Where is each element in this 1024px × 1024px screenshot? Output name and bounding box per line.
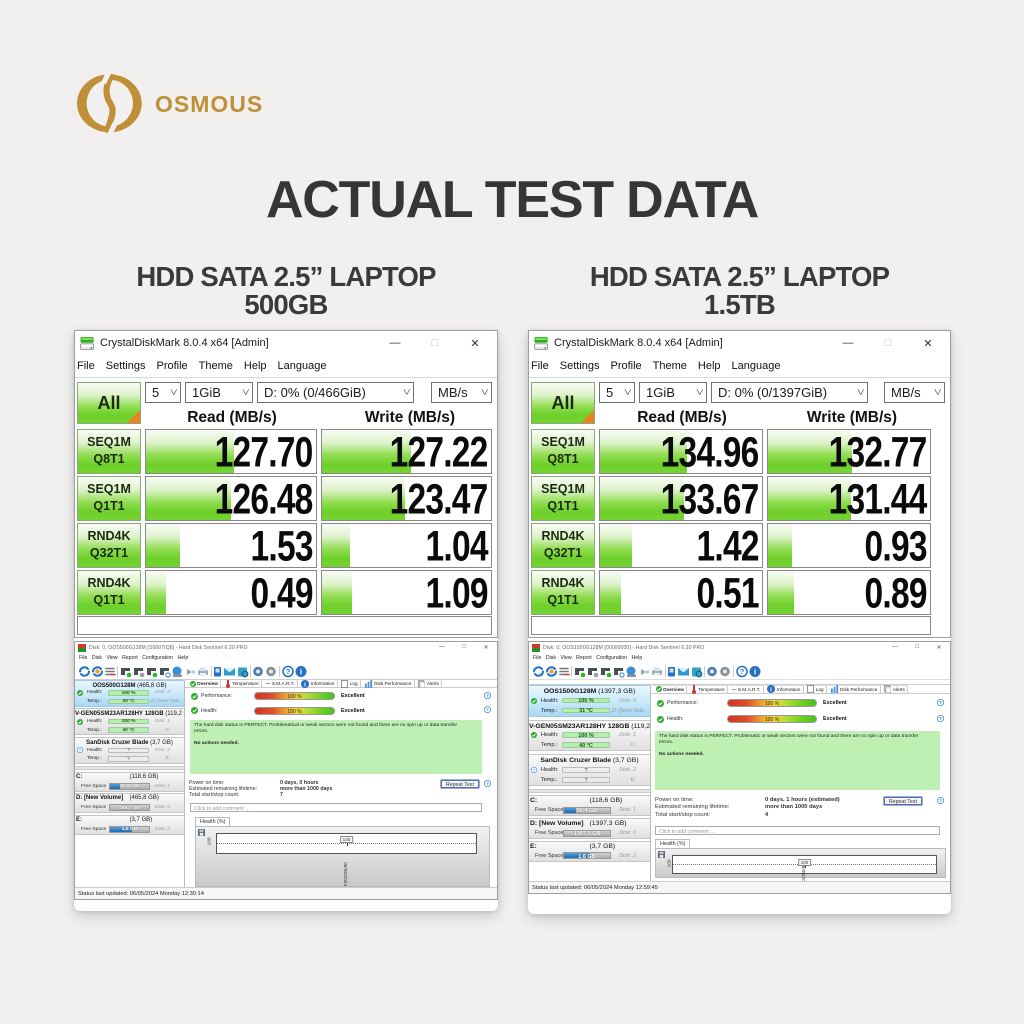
svg-text:i: i xyxy=(754,667,756,676)
svg-text:?: ? xyxy=(939,700,942,705)
svg-text:?: ? xyxy=(486,707,489,712)
svg-text:?: ? xyxy=(486,693,489,698)
svg-text:?: ? xyxy=(939,716,942,721)
svg-text:?: ? xyxy=(286,667,291,676)
svg-text:?: ? xyxy=(486,781,489,786)
svg-text:?: ? xyxy=(740,667,745,676)
svg-text:?: ? xyxy=(533,767,536,772)
svg-text:?: ? xyxy=(79,748,82,753)
svg-text:i: i xyxy=(770,687,772,694)
svg-text:?: ? xyxy=(939,798,942,803)
svg-text:i: i xyxy=(300,667,302,676)
svg-text:i: i xyxy=(304,681,306,688)
